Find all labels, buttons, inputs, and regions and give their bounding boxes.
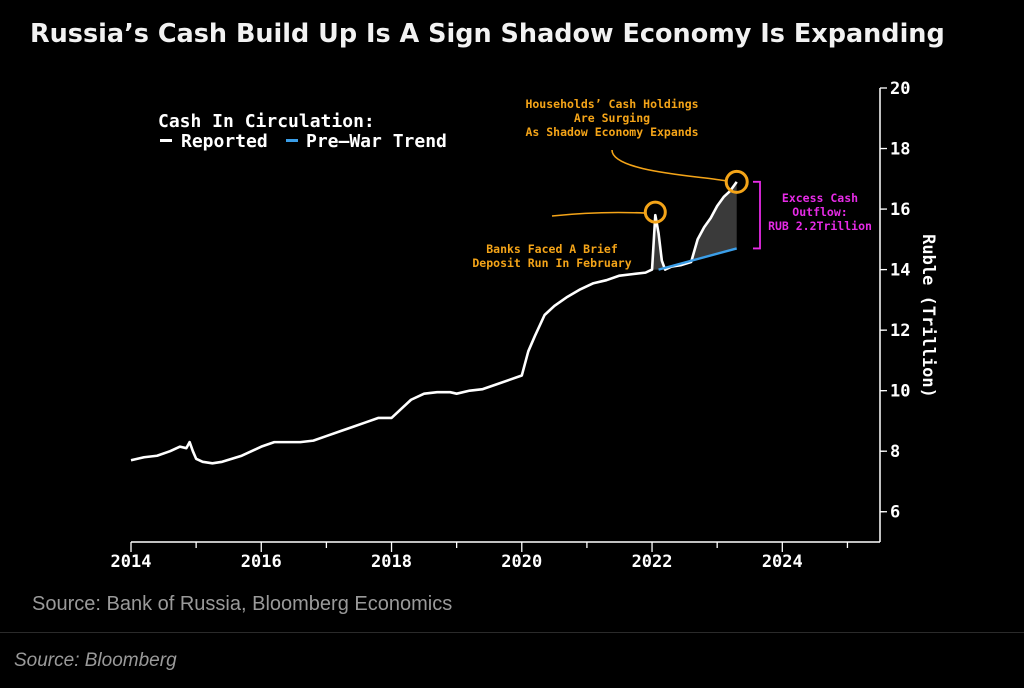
legend-swatch-reported bbox=[160, 139, 172, 142]
x-tick-label: 2022 bbox=[632, 552, 673, 572]
x-tick-label: 2018 bbox=[371, 552, 412, 572]
footer-divider bbox=[0, 632, 1024, 633]
annotation-excess-text: Outflow: bbox=[792, 205, 847, 219]
y-tick-label: 10 bbox=[890, 382, 910, 402]
x-tick-label: 2016 bbox=[241, 552, 282, 572]
series-line-reported bbox=[130, 181, 738, 465]
annotation-excess-bracket bbox=[753, 180, 761, 250]
excess-cash-area bbox=[691, 181, 737, 263]
annotation-banks-circle bbox=[643, 200, 667, 224]
annotation-households-leader bbox=[611, 149, 726, 182]
legend-label-pre-war-trend: Pre–War Trend bbox=[306, 131, 447, 152]
x-tick-label: 2024 bbox=[762, 552, 803, 572]
chart-source: Source: Bank of Russia, Bloomberg Econom… bbox=[32, 593, 452, 615]
y-tick-label: 6 bbox=[890, 503, 900, 523]
y-tick-label: 20 bbox=[890, 79, 910, 99]
chart-title: Russia’s Cash Build Up Is A Sign Shadow … bbox=[30, 19, 945, 49]
y-axis-label: Ruble (Trillion) bbox=[918, 234, 938, 398]
footer-source: Source: Bloomberg bbox=[14, 650, 177, 671]
y-tick-label: 18 bbox=[890, 140, 910, 160]
legend: Cash In Circulation: Reported Pre–War Tr… bbox=[158, 111, 447, 152]
annotation-banks-text: Banks Faced A Brief bbox=[486, 242, 618, 256]
chart: Russia’s Cash Build Up Is A Sign Shadow … bbox=[30, 19, 945, 615]
series-line-pre-war-trend bbox=[658, 247, 738, 271]
y-tick-label: 8 bbox=[890, 442, 900, 462]
legend-swatch-pre-war-trend bbox=[286, 139, 298, 142]
annotation-households-text: As Shadow Economy Expands bbox=[525, 125, 698, 139]
annotation-excess-text: Excess Cash bbox=[782, 191, 858, 205]
x-tick-label: 2020 bbox=[501, 552, 542, 572]
annotation-households-text: Households’ Cash Holdings bbox=[525, 97, 698, 111]
legend-label-reported: Reported bbox=[181, 131, 268, 152]
annotation-excess-text: RUB 2.2Trillion bbox=[768, 219, 872, 233]
y-tick-label: 14 bbox=[890, 261, 910, 281]
x-tick-label: 2014 bbox=[111, 552, 152, 572]
annotation-households-circle bbox=[724, 169, 749, 194]
annotation-banks-leader bbox=[551, 211, 646, 217]
y-tick-label: 16 bbox=[890, 200, 910, 220]
annotation-banks-text: Deposit Run In February bbox=[472, 256, 631, 270]
annotation-households-text: Are Surging bbox=[574, 111, 650, 125]
y-tick-label: 12 bbox=[890, 321, 910, 341]
legend-heading: Cash In Circulation: bbox=[158, 111, 375, 132]
